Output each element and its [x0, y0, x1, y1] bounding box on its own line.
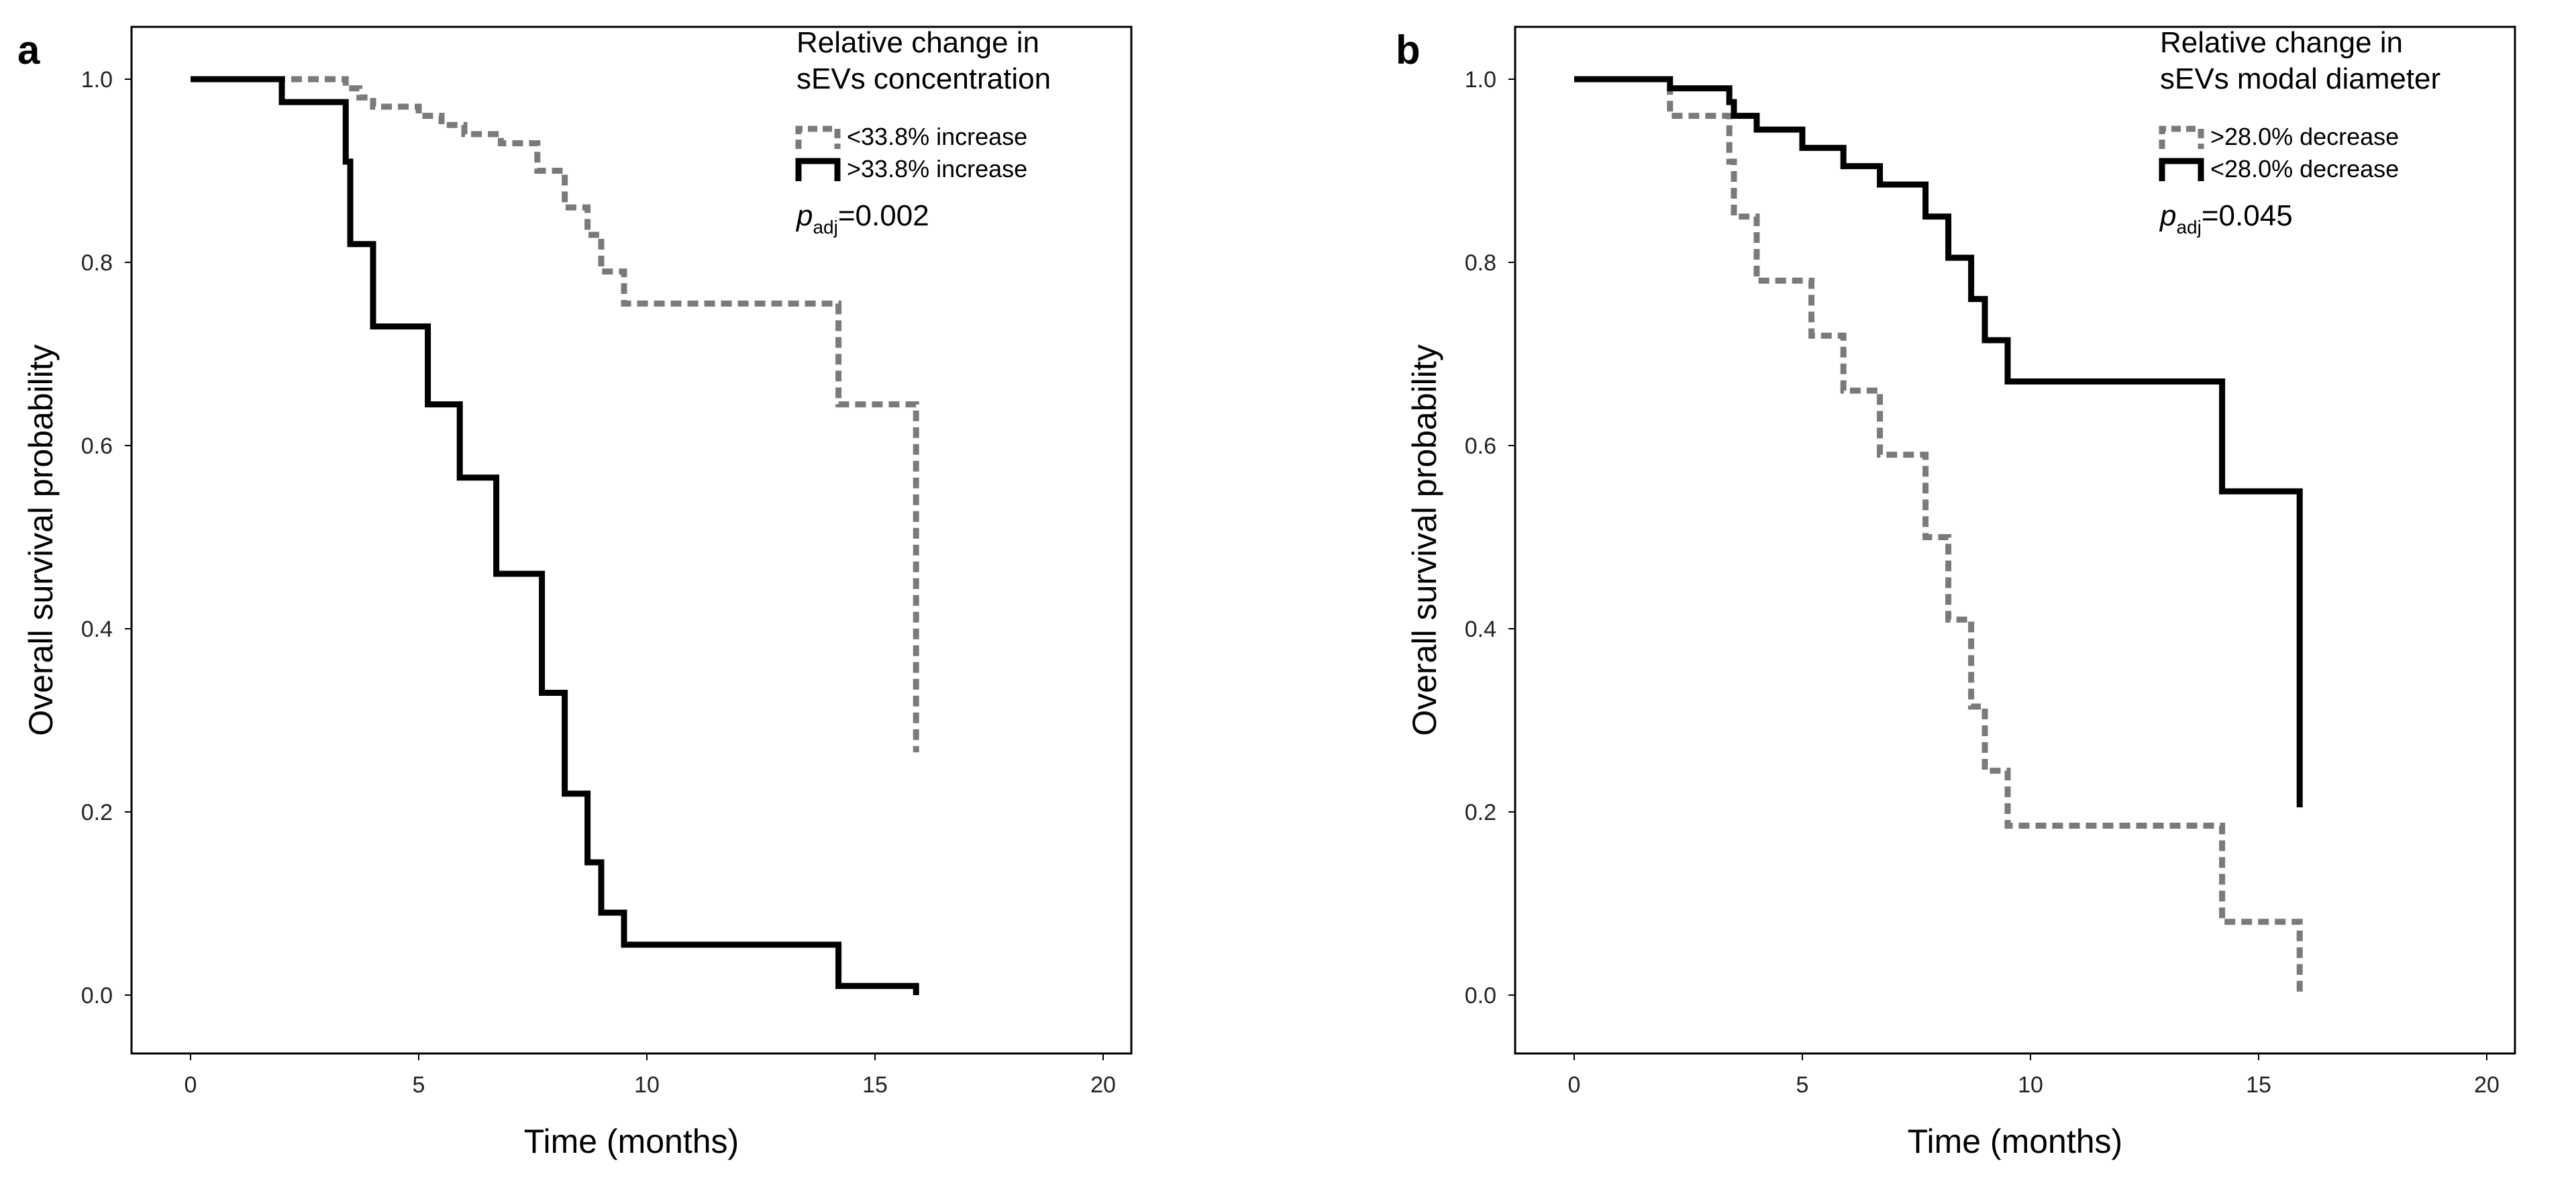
solid-survival-curve: [1574, 76, 2303, 808]
legend-swatch-solid: [2159, 158, 2204, 181]
panel-b-series: [1574, 76, 2303, 995]
legend-title-line1: Relative change in: [796, 26, 1039, 59]
x-tick-label: 20: [1090, 1072, 1116, 1098]
x-tick-label: 15: [2246, 1072, 2271, 1098]
p-subscript: adj: [813, 217, 837, 238]
p-value-annotation: padj=0.045: [2159, 199, 2293, 238]
x-tick-label: 5: [413, 1072, 425, 1098]
panel-b-x-axis-label: Time (months): [1908, 1123, 2122, 1160]
panel-a-label: a: [17, 28, 40, 72]
panel-b-plot-frame: [1514, 25, 2516, 1055]
legend-entry-label: <28.0% decrease: [2210, 155, 2399, 183]
panel-b: b 0.0 0.2 0.4 0.6 0.8 1.0 0 5 10 15: [1396, 25, 2516, 1160]
panel-a-x-axis-label: Time (months): [524, 1123, 739, 1160]
dashed-survival-curve: [191, 76, 919, 753]
panel-a-legend: Relative change in sEVs concentration <3…: [795, 26, 1051, 238]
x-tick-label: 15: [862, 1072, 888, 1098]
panel-b-label: b: [1396, 28, 1421, 72]
y-tick-label: 0.8: [1465, 250, 1496, 276]
panel-a-x-ticks: 0 5 10 15 20: [185, 1053, 1116, 1098]
panel-a-series: [191, 76, 919, 995]
y-tick-label: 0.0: [81, 983, 113, 1009]
dashed-survival-curve: [1574, 76, 2303, 995]
y-tick-label: 1.0: [1465, 67, 1496, 93]
p-value: =0.002: [838, 199, 929, 232]
p-value: =0.045: [2202, 199, 2293, 232]
y-tick-label: 0.4: [81, 617, 113, 642]
legend-swatch-dashed: [795, 125, 841, 149]
panel-b-legend: Relative change in sEVs modal diameter >…: [2159, 26, 2440, 238]
legend-entry-label: >33.8% increase: [847, 155, 1027, 183]
x-tick-label: 0: [1568, 1072, 1581, 1098]
panel-b-x-ticks: 0 5 10 15 20: [1568, 1053, 2500, 1098]
legend-swatch-solid: [795, 158, 841, 181]
y-tick-label: 1.0: [81, 67, 113, 93]
y-tick-label: 0.8: [81, 250, 113, 276]
legend-title-line2: sEVs concentration: [796, 62, 1051, 95]
x-tick-label: 0: [185, 1072, 197, 1098]
solid-survival-curve: [191, 76, 919, 995]
x-tick-label: 5: [1796, 1072, 1809, 1098]
x-tick-label: 10: [2018, 1072, 2043, 1098]
y-tick-label: 0.6: [81, 433, 113, 459]
y-tick-label: 0.0: [1465, 983, 1496, 1009]
p-symbol: p: [795, 199, 813, 232]
panel-a-y-axis-label: Overall survival probability: [22, 344, 60, 736]
panel-b-y-axis-label: Overall survival probability: [1406, 344, 1443, 736]
legend-title-line2: sEVs modal diameter: [2160, 62, 2440, 95]
panel-b-y-ticks: 0.0 0.2 0.4 0.6 0.8 1.0: [1465, 67, 1515, 1009]
x-tick-label: 10: [634, 1072, 660, 1098]
legend-entry-label: <33.8% increase: [847, 123, 1027, 150]
p-subscript: adj: [2176, 217, 2201, 238]
y-tick-label: 0.2: [1465, 800, 1496, 825]
y-tick-label: 0.4: [1465, 617, 1496, 642]
legend-swatch-dashed: [2159, 125, 2204, 149]
y-tick-label: 0.2: [81, 800, 113, 825]
p-value-annotation: padj=0.002: [795, 199, 929, 238]
panel-a: a 0.0 0.2 0.4 0.6 0.8 1.0 0 5 10 15: [17, 25, 1133, 1160]
legend-title-line1: Relative change in: [2160, 26, 2403, 59]
x-tick-label: 20: [2474, 1072, 2500, 1098]
p-symbol: p: [2159, 199, 2176, 232]
panel-a-plot-frame: [130, 25, 1133, 1055]
y-tick-label: 0.6: [1465, 433, 1496, 459]
legend-entry-label: >28.0% decrease: [2210, 123, 2399, 150]
panel-a-y-ticks: 0.0 0.2 0.4 0.6 0.8 1.0: [81, 67, 132, 1009]
